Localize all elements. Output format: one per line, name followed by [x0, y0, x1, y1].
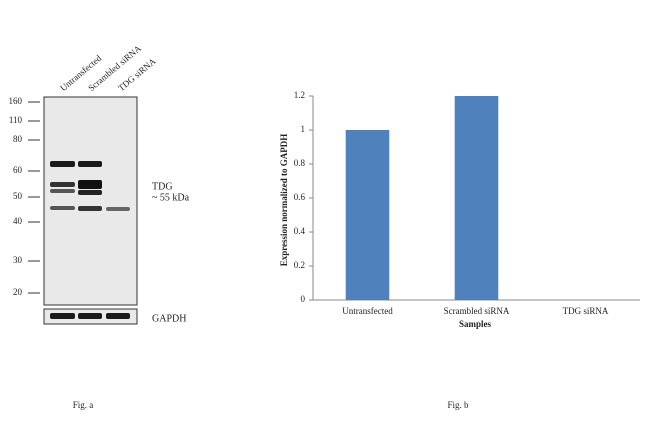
y-tick-label: 1.2	[294, 90, 305, 100]
marker-label: 40	[13, 216, 23, 226]
x-tick-label: Scrambled siRNA	[444, 306, 510, 316]
band-size: ~ 55 kDa	[152, 192, 190, 203]
marker-label: 50	[13, 191, 23, 201]
y-axis-title: Expression normalized to GAPDH	[279, 134, 289, 267]
band-label: TDG	[152, 181, 173, 192]
loading-control-label: GAPDH	[152, 313, 186, 324]
y-tick-label: 1	[301, 124, 306, 134]
marker-label: 160	[9, 96, 23, 106]
x-tick-label: Untransfected	[342, 306, 393, 316]
blot-membrane	[43, 96, 138, 306]
marker-label: 20	[13, 287, 23, 297]
bar	[454, 96, 499, 300]
lane-label: Scrambled siRNA	[86, 43, 143, 93]
y-tick-label: 0.2	[294, 260, 305, 270]
gapdh-bands	[50, 313, 130, 319]
y-tick-label: 0.4	[294, 226, 306, 236]
blot-bands	[50, 161, 130, 211]
caption: Fig. a	[73, 400, 94, 410]
marker-label: 80	[13, 134, 23, 144]
caption: Fig. b	[447, 400, 469, 410]
y-tick-label: 0.8	[294, 158, 306, 168]
marker-label: 30	[13, 255, 23, 265]
x-tick-label: TDG siRNA	[563, 306, 609, 316]
bar	[345, 130, 390, 300]
marker-label: 60	[13, 165, 23, 175]
y-tick-label: 0.6	[294, 192, 306, 202]
x-axis-title: Samples	[459, 319, 492, 329]
marker-label: 110	[9, 115, 23, 125]
y-tick-label: 0	[301, 294, 306, 304]
